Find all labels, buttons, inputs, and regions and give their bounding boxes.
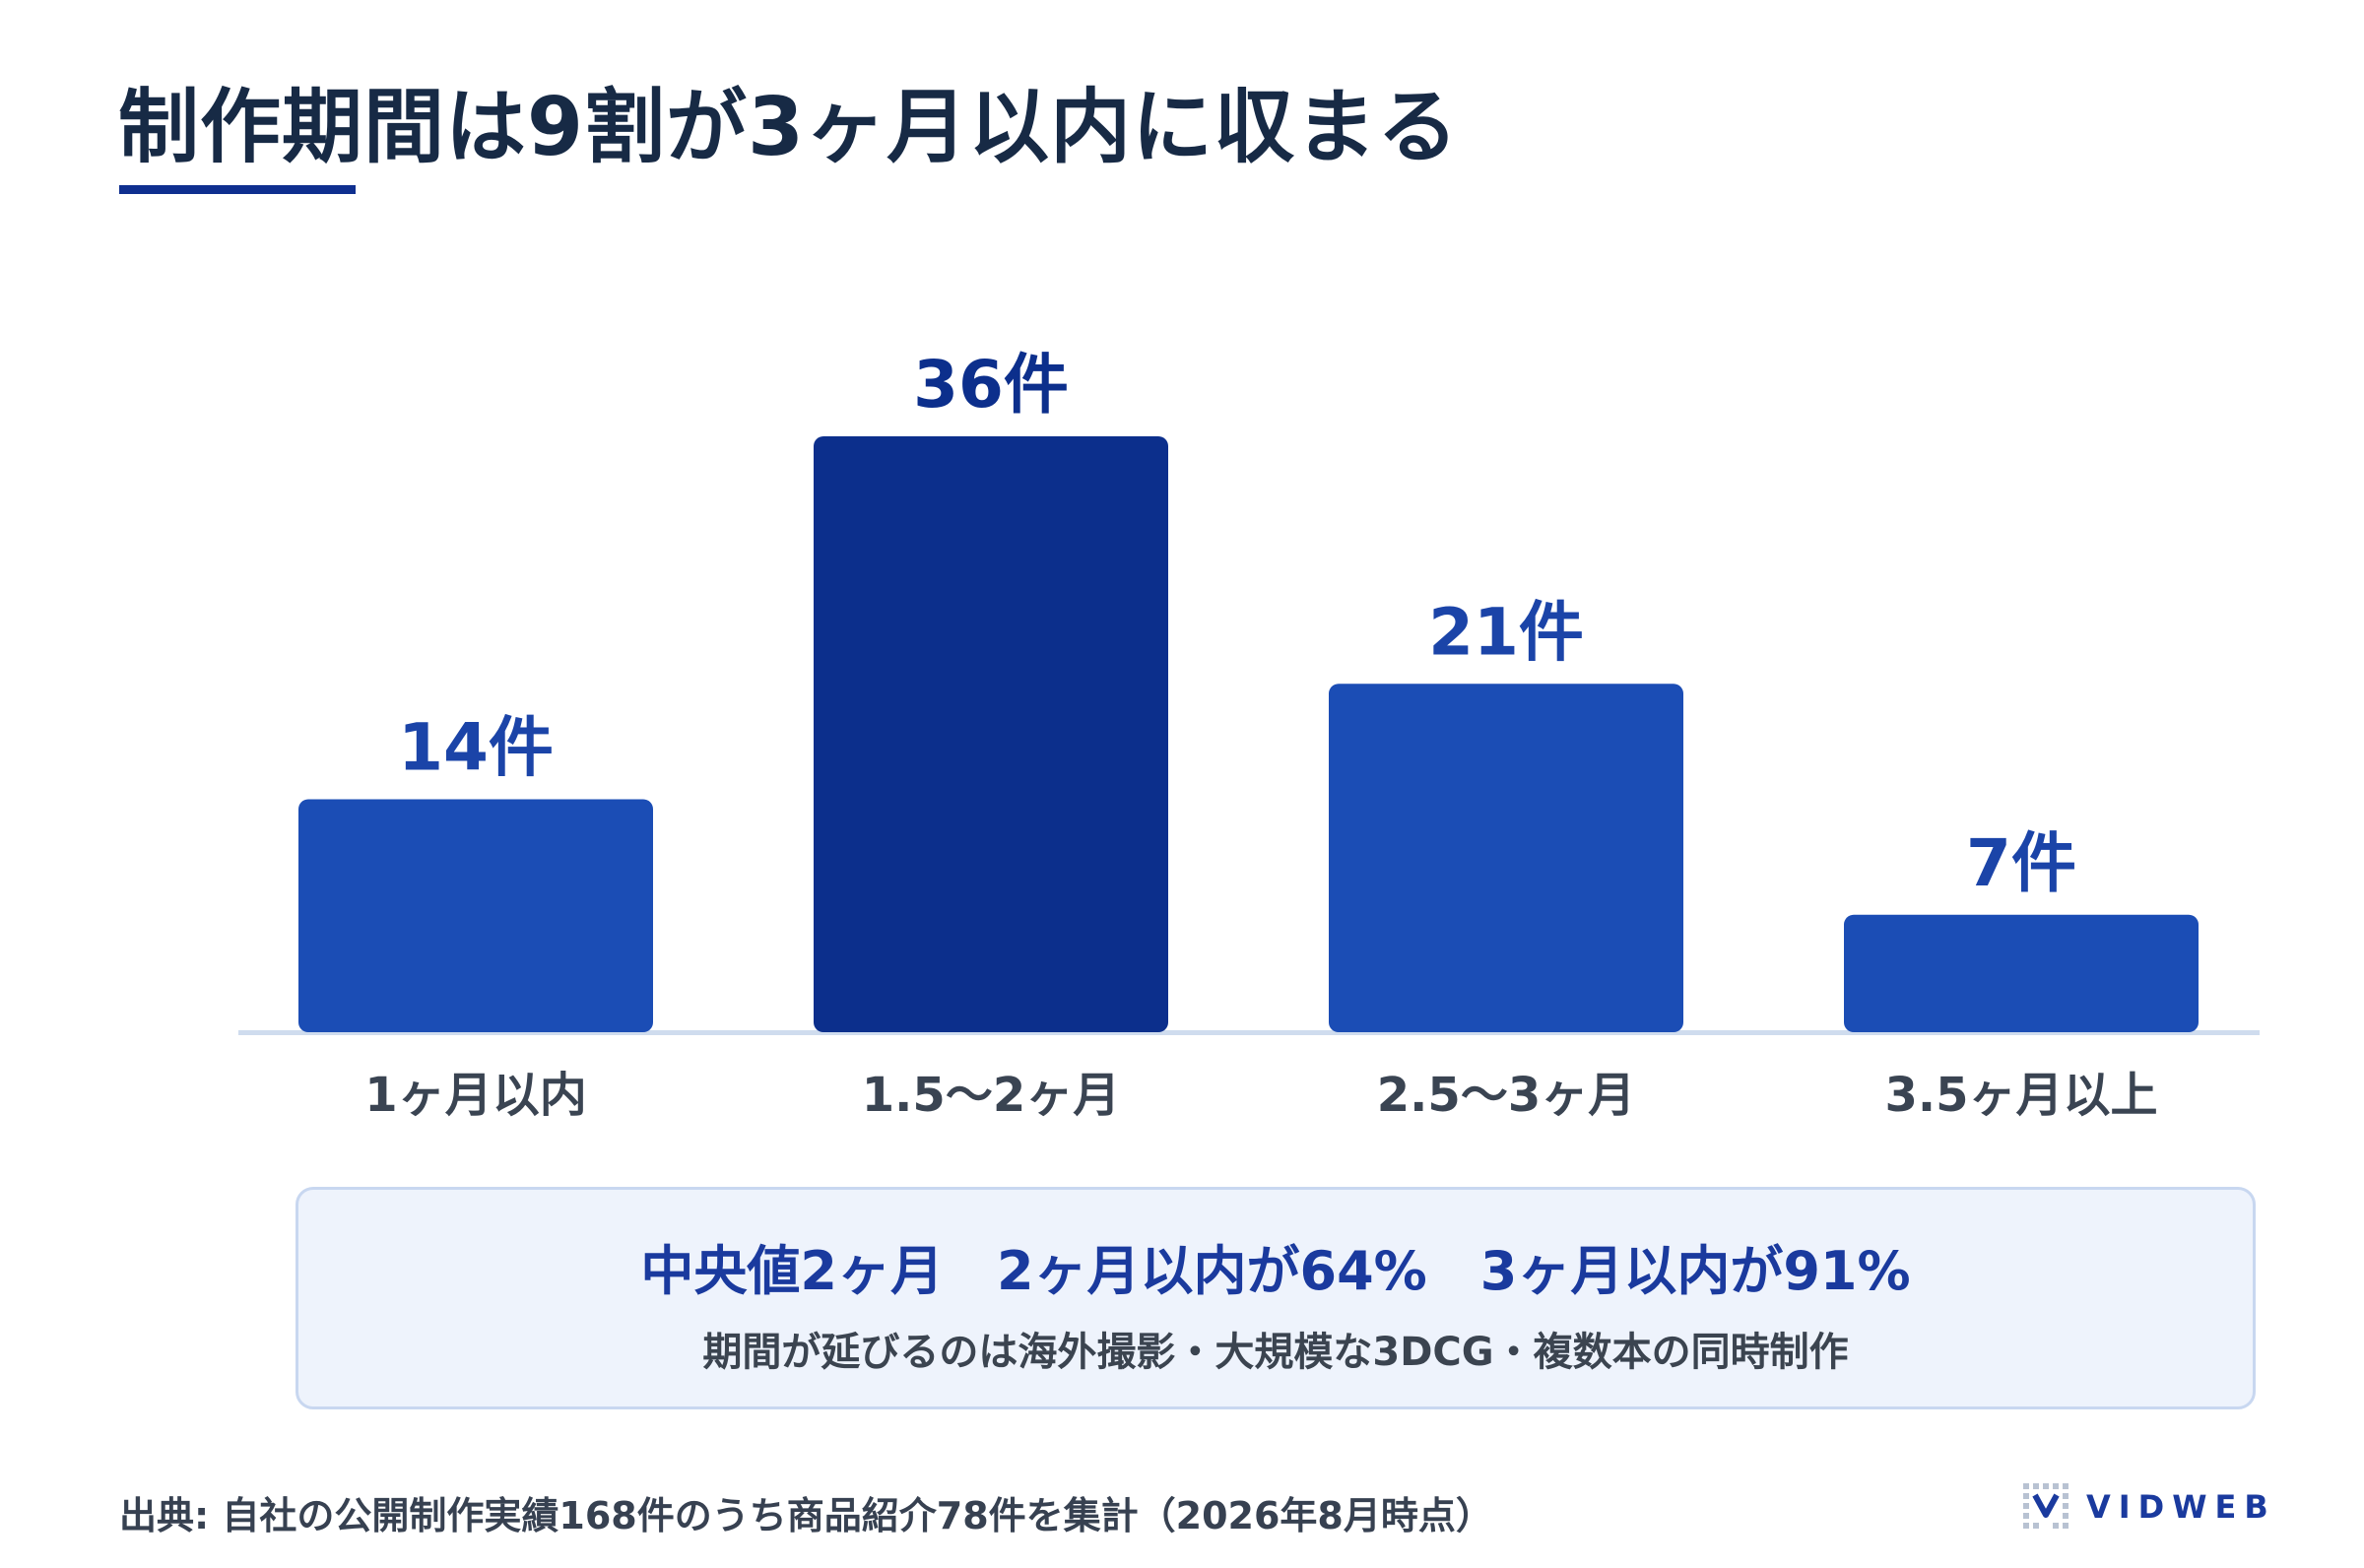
bar-4 xyxy=(1844,914,2199,1032)
vidweb-logo-icon xyxy=(2023,1483,2068,1529)
bar-3 xyxy=(1329,684,1683,1032)
x-tick-label: 2.5〜3ヶ月 xyxy=(1377,1068,1635,1123)
bar-2 xyxy=(814,436,1168,1032)
bar-value-label: 14件 xyxy=(398,710,554,786)
summary-note: 期間が延びるのは海外撮影・大規模な3DCG・複数本の同時制作 xyxy=(702,1330,1849,1375)
summary-box: 中央値2ヶ月 2ヶ月以内が64% 3ヶ月以内が91% 期間が延びるのは海外撮影・… xyxy=(296,1187,2256,1409)
page-title: 制作期間は9割が3ヶ月以内に収まる xyxy=(118,81,1460,174)
logo-text: VIDWEB xyxy=(2086,1488,2276,1526)
summary-headline: 中央値2ヶ月 2ヶ月以内が64% 3ヶ月以内が91% xyxy=(640,1240,1911,1302)
bar-value-label: 36件 xyxy=(913,347,1069,423)
x-axis-line xyxy=(238,1030,2260,1035)
bar-value-label: 21件 xyxy=(1428,594,1584,670)
bar-1 xyxy=(298,799,653,1032)
bar-chart: 14件 1ヶ月以内 36件 1.5〜2ヶ月 21件 2.5〜3ヶ月 7件 3.5ヶ月以上 xyxy=(238,347,2260,1123)
title-underline xyxy=(119,185,356,194)
bar-value-label: 7件 xyxy=(1966,825,2076,901)
source-note: 出典: 自社の公開制作実績168件のうち商品紹介78件を集計（2026年8月時点… xyxy=(119,1494,1493,1537)
x-tick-label: 3.5ヶ月以上 xyxy=(1884,1068,2157,1123)
x-tick-label: 1.5〜2ヶ月 xyxy=(862,1068,1120,1123)
x-tick-label: 1ヶ月以内 xyxy=(364,1068,586,1123)
vidweb-logo: VIDWEB xyxy=(2021,1477,2276,1536)
